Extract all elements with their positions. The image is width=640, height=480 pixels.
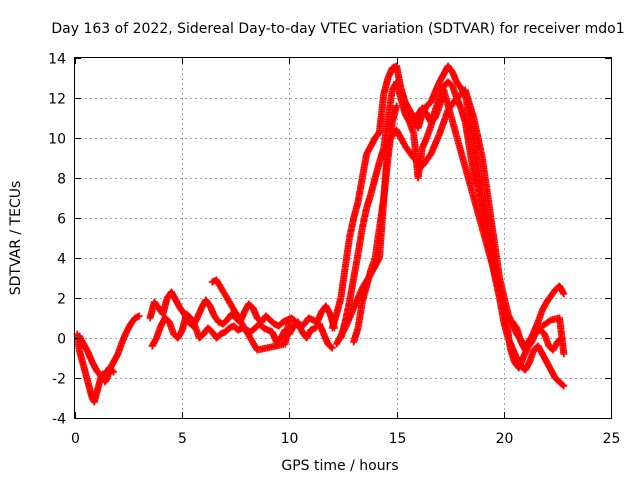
y-tick-label: 2 xyxy=(57,292,66,308)
x-tick-label: 10 xyxy=(281,431,299,447)
data-point xyxy=(560,350,568,358)
chart-title: Day 163 of 2022, Sidereal Day-to-day VTE… xyxy=(51,21,624,37)
data-point xyxy=(560,382,568,390)
y-tick-label: -4 xyxy=(52,412,66,428)
axes: 0 5 10 15 20 25 -4 -2 0 2 4 6 8 10 12 14 xyxy=(48,52,620,448)
x-tick-label: 0 xyxy=(71,431,80,447)
y-tick-label: -2 xyxy=(52,372,66,388)
y-tick-label: 0 xyxy=(57,332,66,348)
x-tick-label: 15 xyxy=(389,431,407,447)
data-point xyxy=(558,334,566,342)
x-tick-label: 20 xyxy=(496,431,514,447)
y-axis-label: SDTVAR / TECUs xyxy=(8,181,24,296)
data-point xyxy=(560,290,568,298)
x-tick-label: 5 xyxy=(178,431,187,447)
data-point xyxy=(546,317,553,325)
data-point xyxy=(393,102,401,110)
y-tick-label: 8 xyxy=(57,172,66,188)
y-tick-label: 10 xyxy=(48,132,66,148)
data-point xyxy=(135,312,143,320)
data-point xyxy=(327,343,335,351)
data-point xyxy=(328,344,336,352)
x-tick-label: 25 xyxy=(603,431,621,447)
data-point xyxy=(110,368,118,376)
y-tick-label: 14 xyxy=(48,52,66,68)
data-point xyxy=(557,335,565,343)
data-point xyxy=(285,316,293,324)
y-tick-label: 4 xyxy=(57,252,66,268)
plot-frame xyxy=(74,57,612,419)
data-points xyxy=(73,62,568,406)
x-axis-label: GPS time / hours xyxy=(281,458,398,474)
y-tick-label: 6 xyxy=(57,212,66,228)
y-tick-label: 12 xyxy=(48,92,66,108)
data-point xyxy=(559,381,567,389)
data-point xyxy=(109,367,116,375)
